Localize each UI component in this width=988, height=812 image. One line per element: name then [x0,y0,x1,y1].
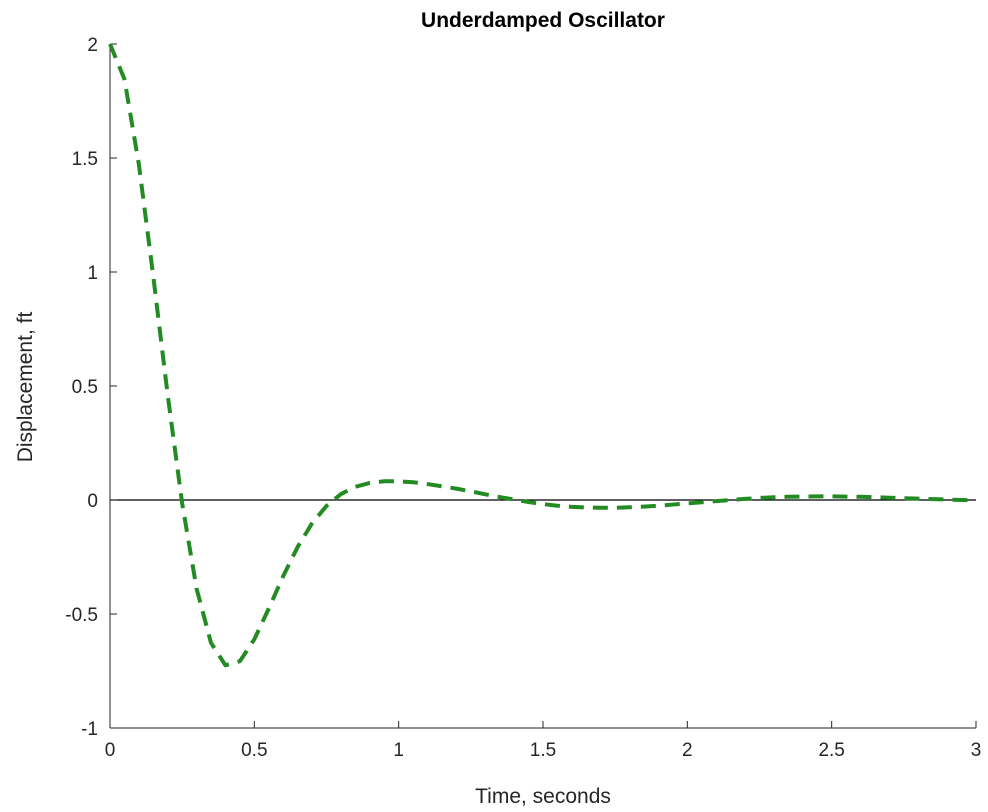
plot-area: 0 0.5 1 1.5 2 2.5 3 -1 -0.5 0 0.5 1 1.5 2 [65,35,981,761]
x-tick-label: 0 [105,740,116,761]
series-line [108,43,977,668]
y-tick-label: 1.5 [72,149,98,170]
x-tick-label: 0.5 [241,740,267,761]
y-axis-label: Displacement, ft [14,312,37,463]
x-tick-label: 2 [682,740,693,761]
y-tick-label: 2 [87,35,98,56]
y-tick-label: -1 [81,719,98,740]
y-tick-label: -0.5 [65,605,98,626]
y-tick-label: 1 [87,263,98,284]
x-tick-label: 1.5 [530,740,556,761]
x-tick-label: 2.5 [818,740,844,761]
x-tick-label: 3 [971,740,982,761]
x-tick-label: 1 [393,740,404,761]
y-tick-label: 0 [87,491,98,512]
x-axis-label: Time, seconds [475,785,611,808]
chart-title: Underdamped Oscillator [421,9,665,32]
y-tick-label: 0.5 [72,377,98,398]
